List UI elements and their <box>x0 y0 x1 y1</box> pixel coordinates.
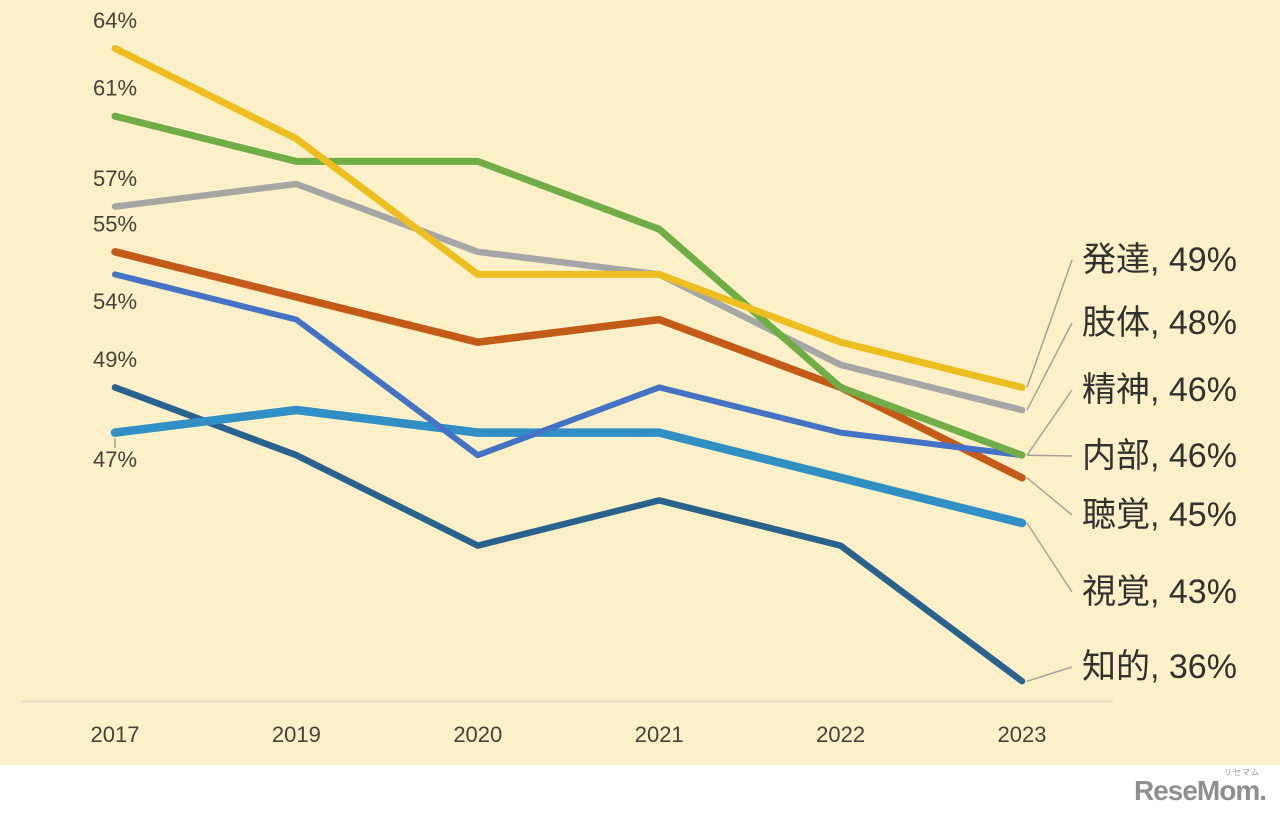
start-label: 55% <box>93 211 137 236</box>
leader-line-知的 <box>1026 666 1073 682</box>
plot-background <box>0 0 1280 765</box>
start-label: 49% <box>93 347 137 372</box>
x-tick-label: 2021 <box>635 722 684 747</box>
series-lines <box>110 44 1027 685</box>
start-label: 54% <box>93 289 137 314</box>
series-line-視覚 <box>110 405 1027 528</box>
series-line-精神 <box>111 112 1026 459</box>
line-chart: 64% 57% 61% 54% 55% 47% 49% 発達, 49% 肢体, … <box>0 0 1280 765</box>
x-tick-label: 2017 <box>91 722 140 747</box>
start-label: 61% <box>93 76 137 101</box>
series-end-label: 視覚, 43% <box>1082 573 1237 611</box>
series-end-label: 発達, 49% <box>1082 241 1237 279</box>
series-end-label: 精神, 46% <box>1082 371 1237 409</box>
resemom-logo: リセマム ReseMom. <box>1133 768 1267 806</box>
leader-line-聴覚 <box>1026 477 1073 516</box>
leader-line-内部 <box>1026 454 1073 457</box>
start-label: 64% <box>93 8 137 33</box>
leader-line-発達 <box>1026 259 1073 388</box>
series-end-label: 聴覚, 45% <box>1082 496 1237 534</box>
series-line-内部 <box>112 271 1025 459</box>
x-tick-label: 2019 <box>272 722 321 747</box>
series-end-label: 知的, 36% <box>1082 648 1237 686</box>
start-data-labels: 64% 57% 61% 54% 55% 47% 49% <box>93 8 137 472</box>
x-tick-label: 2020 <box>453 722 502 747</box>
start-label: 57% <box>93 166 137 191</box>
series-line-肢体 <box>111 180 1026 414</box>
series-line-知的 <box>111 384 1026 685</box>
series-line-聴覚 <box>111 248 1026 482</box>
series-end-label: 肢体, 48% <box>1082 304 1237 342</box>
series-end-label: 内部, 46% <box>1082 437 1237 475</box>
leader-line-視覚 <box>1026 522 1073 593</box>
series-end-labels: 発達, 49% 肢体, 48% 精神, 46% 内部, 46% 聴覚, 45% … <box>1082 241 1237 686</box>
series-line-発達 <box>111 44 1026 391</box>
start-label: 47% <box>93 447 137 472</box>
x-axis-tick-labels: 2017 2019 2020 2021 2022 2023 <box>91 722 1047 747</box>
leader-line-精神 <box>1026 389 1073 456</box>
logo-wordmark: ReseMom. <box>1133 775 1267 806</box>
x-tick-label: 2023 <box>998 722 1047 747</box>
x-tick-label: 2022 <box>816 722 865 747</box>
footer-strip: リセマム ReseMom. <box>0 765 1280 815</box>
leader-lines <box>1026 259 1073 682</box>
leader-line-肢体 <box>1026 322 1073 411</box>
logo-ruby-text: リセマム <box>1224 768 1260 777</box>
